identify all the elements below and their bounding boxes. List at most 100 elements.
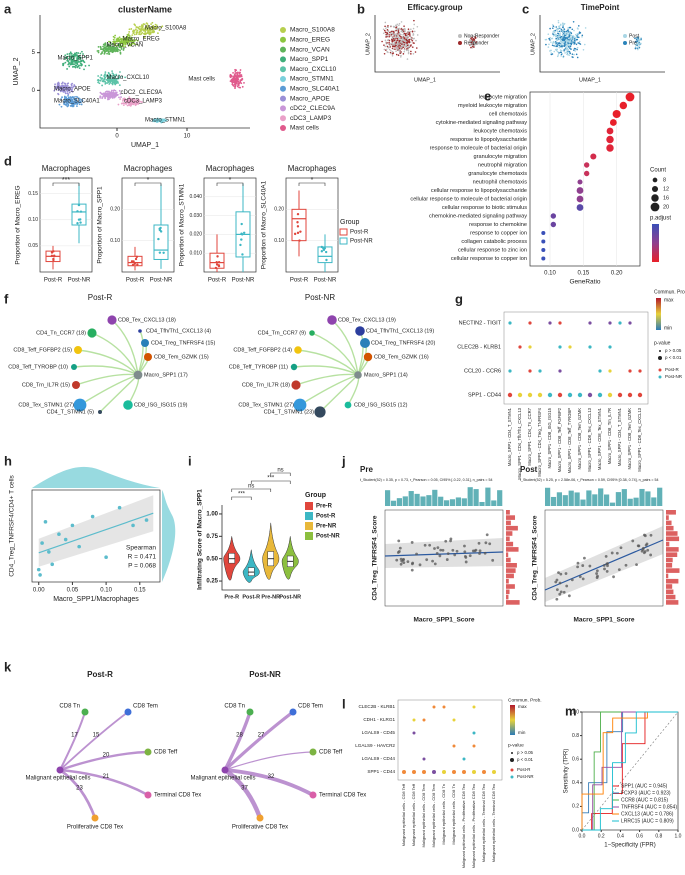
cell-dot (104, 71, 107, 74)
cell-dot (400, 28, 403, 30)
node (256, 814, 264, 822)
cell-dot (569, 30, 571, 33)
column-label: Macro_SPP1 - CD4_Treg_TNFRSF4 (537, 407, 542, 476)
edge-weight: 20 (103, 753, 110, 759)
y-tick-label: 0.15 (28, 191, 38, 197)
node (363, 352, 373, 362)
cell-dot (125, 37, 128, 40)
edge (59, 711, 129, 771)
legend-swatch (305, 512, 313, 520)
cell-dot (135, 26, 138, 29)
cell-dot (101, 93, 104, 96)
hist-bar (666, 515, 669, 520)
cell-dot (113, 49, 116, 51)
y-axis-label: CD4_Treg_TNFRSF4_Score (372, 515, 379, 600)
point (104, 555, 108, 560)
cell-dot (391, 32, 394, 35)
cell-dot (234, 85, 237, 88)
cell-dot (238, 86, 240, 89)
legend-label: CCR8 (AUC = 0.815) (621, 797, 668, 803)
hist-bar (506, 541, 514, 547)
cell-dot (151, 28, 154, 30)
bubble (462, 770, 466, 774)
cell-dot (128, 28, 131, 31)
cell-dot (386, 45, 389, 48)
point (40, 541, 44, 545)
legend-label: 20 (663, 204, 669, 210)
cell-dot (552, 34, 555, 37)
x-tick-label: Pre-R (224, 594, 239, 600)
cell-dot (110, 79, 113, 82)
cell-dot (398, 35, 401, 37)
point (559, 590, 563, 594)
bubble (547, 392, 553, 398)
legend-dot (510, 768, 514, 772)
cell-dot (114, 34, 117, 37)
cell-dot (108, 91, 111, 94)
point (453, 553, 457, 557)
legend-label: Pre-R (316, 504, 333, 510)
point (410, 541, 414, 544)
cell-dot (567, 33, 569, 35)
cell-dot (551, 42, 554, 44)
point (471, 549, 475, 553)
cell-dot (122, 43, 125, 46)
cell-dot (157, 32, 159, 35)
legend-label: Macro_SPP1 (290, 56, 329, 63)
significance: ns (248, 484, 254, 490)
point (217, 264, 221, 268)
cell-dot (638, 43, 640, 45)
cell-dot (67, 87, 70, 90)
legend-label: SPP1 (AUC = 0.945) (621, 783, 668, 789)
point (435, 551, 439, 555)
point (299, 230, 302, 233)
cell-dot (232, 79, 235, 82)
bubble (628, 369, 632, 373)
legend-title: p.adjust (650, 216, 671, 222)
cell-dot (108, 45, 111, 48)
box (71, 203, 87, 226)
cell-dot (638, 38, 641, 41)
cell-dot (549, 39, 551, 41)
cell-dot (551, 53, 554, 55)
cell-dot (545, 43, 547, 46)
x-tick-label: Post-R (242, 594, 260, 600)
cell-dot (67, 82, 70, 85)
hist-bar (562, 495, 568, 506)
cell-dot (69, 86, 72, 89)
cell-dot (548, 43, 550, 46)
cell-dot (555, 45, 558, 48)
hist-bar (545, 487, 551, 506)
cell-dot (72, 53, 75, 56)
confidence-band (545, 526, 663, 602)
cell-dot (576, 38, 579, 41)
point (610, 551, 614, 555)
term-label: cell chemotaxis (489, 111, 527, 117)
hist-bar (506, 584, 515, 589)
cell-dot (158, 29, 161, 32)
cell-dot (133, 40, 136, 42)
bubble (442, 705, 446, 709)
cell-dot (57, 86, 60, 88)
term-label: cellular response to molecule of bacteri… (410, 196, 527, 202)
point (52, 258, 55, 262)
cell-dot (571, 28, 574, 31)
cell-dot (109, 96, 112, 99)
cell-dot (582, 48, 585, 51)
cell-dot (130, 28, 133, 30)
cell-dot (403, 32, 406, 35)
legend-label: Pre (629, 40, 637, 46)
cell-dot (416, 25, 419, 28)
hist-bar (550, 496, 557, 506)
point (451, 548, 455, 552)
x-axis-label: Macro_SPP1_Score (413, 617, 474, 624)
point (646, 548, 650, 552)
cell-dot (573, 47, 576, 50)
cell-dot (116, 50, 119, 53)
bubble (538, 369, 542, 373)
cell-dot (559, 51, 562, 54)
point (50, 562, 55, 567)
cell-dot (118, 84, 121, 87)
cell-dot (569, 45, 572, 48)
point (296, 231, 300, 235)
